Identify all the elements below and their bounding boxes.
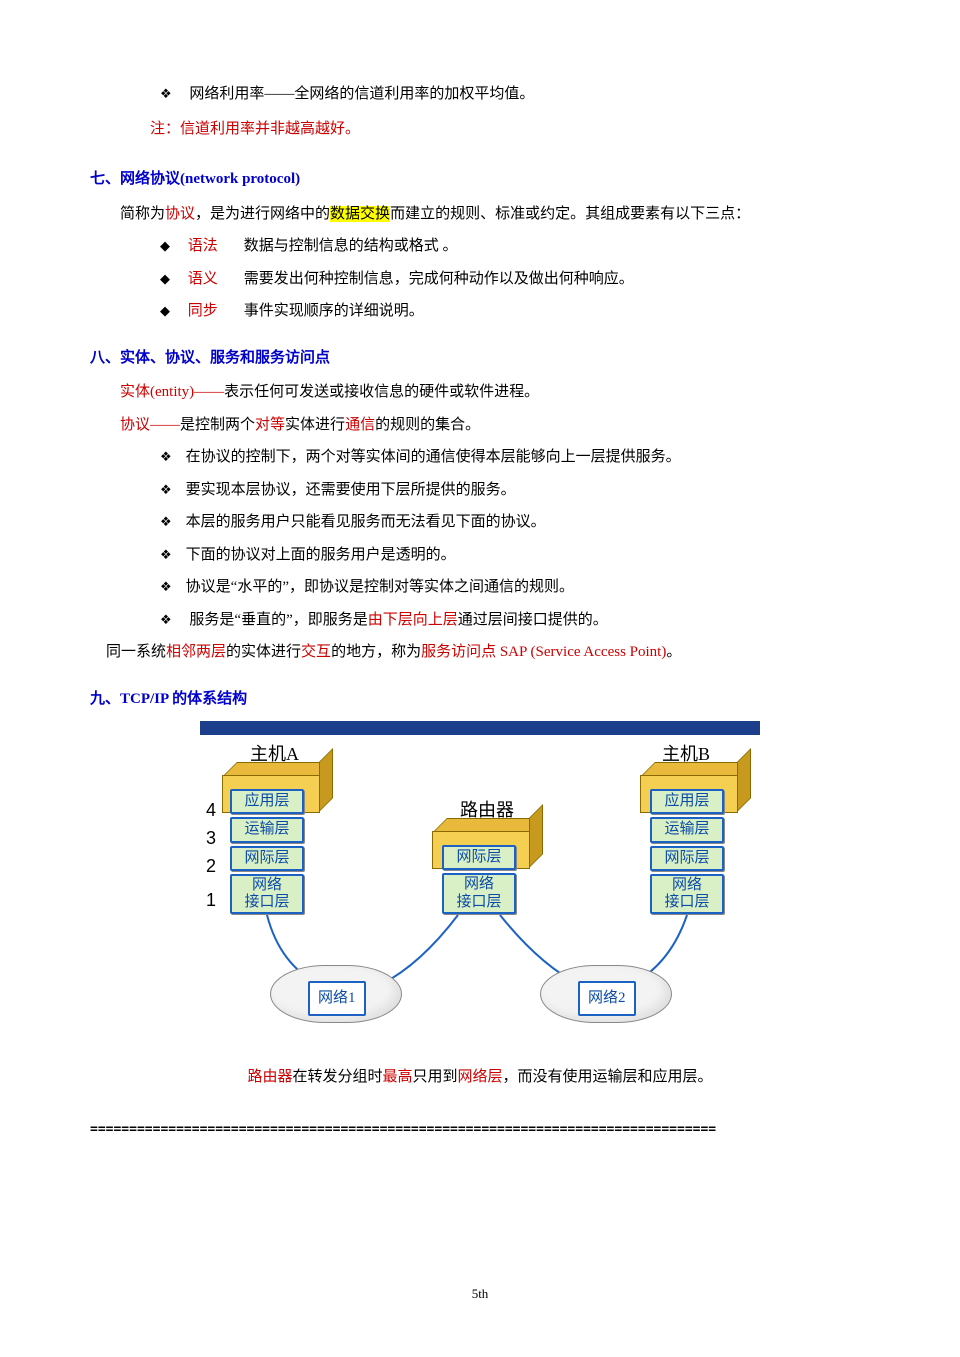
desc: 需要发出何种控制信息，完成何种动作以及做出何种响应。: [244, 271, 634, 287]
label-net1: 网络1: [308, 981, 366, 1016]
desc: 数据与控制信息的结构或格式 。: [244, 238, 458, 254]
section8-heading: 八、实体、协议、服务和服务访问点: [90, 344, 870, 373]
t: 最高: [382, 1069, 412, 1085]
section7-line1: 简称为协议，是为进行网络中的数据交换而建立的规则、标准或约定。其组成要素有以下三…: [90, 200, 870, 229]
t: 在协议的控制下，两个对等实体间的通信使得本层能够向上一层提供服务。: [186, 449, 681, 465]
t: 交互: [301, 644, 331, 660]
layer-transport-b: 运输层: [650, 817, 724, 842]
layer-link-r: 网络 接口层: [442, 873, 516, 914]
t: 而建立的规则、标准或约定。其组成要素有以下三点：: [390, 206, 750, 222]
section7-heading: 七、网络协议(network protocol): [90, 165, 870, 194]
intro-note: 注：信道利用率并非越高越好。: [90, 115, 870, 144]
t: 的规则的集合。: [375, 417, 480, 433]
t: 表示任何可发送或接收信息的硬件或软件进程。: [224, 384, 539, 400]
sec8-b2: 要实现本层协议，还需要使用下层所提供的服务。: [90, 476, 870, 505]
stack-host-a: 应用层 运输层 网际层 网络 接口层: [230, 789, 304, 917]
t: 相邻两层: [166, 644, 226, 660]
t: 在转发分组时: [292, 1069, 382, 1085]
num-2: 2: [204, 849, 218, 883]
num-1: 1: [204, 883, 218, 917]
layer-internet: 网际层: [230, 846, 304, 871]
t: 由下层向上层: [368, 612, 458, 628]
desc: 事件实现顺序的详细说明。: [244, 303, 424, 319]
t: 对等: [255, 417, 285, 433]
page-number: 5th: [90, 1282, 870, 1307]
layer-link: 网络 接口层: [230, 874, 304, 915]
term: 同步: [188, 297, 244, 326]
sec8-b1: 在协议的控制下，两个对等实体间的通信使得本层能够向上一层提供服务。: [90, 443, 870, 472]
sec9-caption: 路由器在转发分组时最高只用到网络层，而没有使用运输层和应用层。: [90, 1063, 870, 1092]
sec7-item-1: 语法数据与控制信息的结构或格式 。: [90, 232, 870, 261]
t: 。: [666, 644, 681, 660]
t: 协议是“水平的”，即协议是控制对等实体之间通信的规则。: [186, 579, 574, 595]
sec8-tail: 同一系统相邻两层的实体进行交互的地方，称为服务访问点 SAP (Service …: [90, 638, 870, 667]
diagram-canvas: 主机A 主机B 路由器 4 3 2 1 应用层 运输层 网际层 网络 接口层 网…: [200, 721, 760, 1055]
sec7-item-3: 同步事件实现顺序的详细说明。: [90, 297, 870, 326]
t: 网络层: [458, 1069, 503, 1085]
t: 简称为: [120, 206, 165, 222]
tcpip-diagram: 主机A 主机B 路由器 4 3 2 1 应用层 运输层 网际层 网络 接口层 网…: [200, 721, 760, 1055]
note-prefix: 注：: [150, 121, 180, 137]
t: 只用到: [413, 1069, 458, 1085]
layer-app: 应用层: [230, 789, 304, 814]
layer-internet-b: 网际层: [650, 846, 724, 871]
t: ，是为进行网络中的: [195, 206, 330, 222]
t: 本层的服务用户只能看见服务而无法看见下面的协议。: [186, 514, 546, 530]
t: 协议: [165, 206, 195, 222]
t: 同一系统: [106, 644, 166, 660]
divider-line: ========================================…: [90, 1118, 870, 1143]
t: 服务访问点 SAP (Service Access Point): [421, 644, 666, 660]
term: 语法: [188, 232, 244, 261]
t: 要实现本层协议，还需要使用下层所提供的服务。: [186, 482, 516, 498]
intro-bullet: 网络利用率——全网络的信道利用率的加权平均值。: [90, 80, 870, 109]
t: 的实体进行: [226, 644, 301, 660]
t: 路由器: [247, 1069, 292, 1085]
t: 通信: [345, 417, 375, 433]
t: 实体(entity)——: [120, 384, 224, 400]
t: 服务是“垂直的”，即服务是: [189, 612, 367, 628]
t: 的地方，称为: [331, 644, 421, 660]
t: 实体进行: [285, 417, 345, 433]
section9-heading: 九、TCP/IP 的体系结构: [90, 685, 870, 714]
sec8-b5: 协议是“水平的”，即协议是控制对等实体之间通信的规则。: [90, 573, 870, 602]
t: 是控制两个: [180, 417, 255, 433]
sec8-b3: 本层的服务用户只能看见服务而无法看见下面的协议。: [90, 508, 870, 537]
layer-transport: 运输层: [230, 817, 304, 842]
t: 数据交换: [330, 206, 390, 222]
label-net2: 网络2: [578, 981, 636, 1016]
sec7-item-2: 语义需要发出何种控制信息，完成何种动作以及做出何种响应。: [90, 265, 870, 294]
layer-app-b: 应用层: [650, 789, 724, 814]
stack-host-b: 应用层 运输层 网际层 网络 接口层: [650, 789, 724, 917]
t: 通过层间接口提供的。: [458, 612, 608, 628]
sec8-line1: 实体(entity)——表示任何可发送或接收信息的硬件或软件进程。: [90, 378, 870, 407]
sec8-b6: 服务是“垂直的”，即服务是由下层向上层通过层间接口提供的。: [90, 606, 870, 635]
note-body: 信道利用率并非越高越好。: [180, 121, 360, 137]
t: 协议——: [120, 417, 180, 433]
layer-link-b: 网络 接口层: [650, 874, 724, 915]
stack-router: 网际层 网络 接口层: [442, 845, 516, 917]
document-page: 网络利用率——全网络的信道利用率的加权平均值。 注：信道利用率并非越高越好。 七…: [0, 0, 960, 1357]
term: 语义: [188, 265, 244, 294]
sec8-line2: 协议——是控制两个对等实体进行通信的规则的集合。: [90, 411, 870, 440]
layer-internet-r: 网际层: [442, 845, 516, 870]
t: ，而没有使用运输层和应用层。: [503, 1069, 713, 1085]
sec8-b4: 下面的协议对上面的服务用户是透明的。: [90, 541, 870, 570]
t: 下面的协议对上面的服务用户是透明的。: [186, 547, 456, 563]
text: 网络利用率——全网络的信道利用率的加权平均值。: [189, 86, 534, 102]
